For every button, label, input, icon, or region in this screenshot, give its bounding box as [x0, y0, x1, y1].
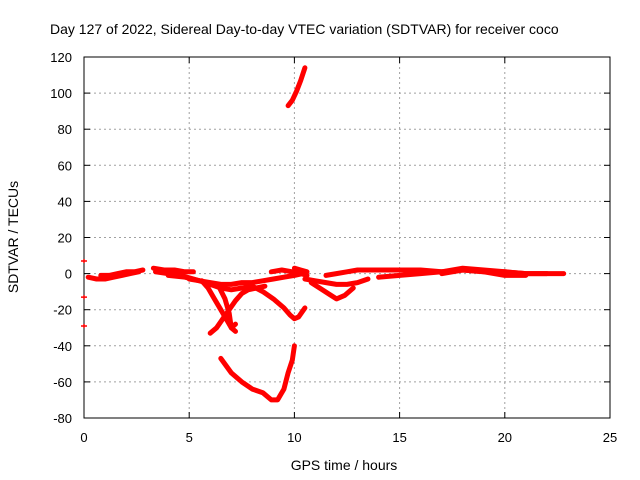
x-tick-label: 20 — [498, 430, 512, 445]
x-tick-label: 0 — [80, 430, 87, 445]
plot-frame — [83, 56, 611, 419]
data-point-marker — [81, 295, 87, 300]
data-point-marker — [81, 258, 87, 263]
y-tick-label: 20 — [58, 231, 72, 246]
series-arc-10 — [218, 343, 297, 403]
y-tick-label: 60 — [58, 158, 72, 173]
y-tick-label: 0 — [65, 267, 72, 282]
series-arc-3 — [150, 265, 196, 275]
chart-title: Day 127 of 2022, Sidereal Day-to-day VTE… — [50, 21, 559, 37]
y-tick-label: -20 — [53, 303, 72, 318]
series-layer — [85, 65, 567, 403]
y-ticks: -80 -60 -40 -20 0 20 40 60 80 100 120 — [50, 50, 610, 426]
marker-layer — [81, 258, 87, 328]
x-tick-label: 10 — [287, 430, 301, 445]
x-axis-label: GPS time / hours — [291, 457, 398, 473]
series-arc-14 — [302, 276, 371, 287]
y-tick-label: 80 — [58, 122, 72, 137]
series-arc-15 — [308, 280, 356, 302]
x-tick-label: 25 — [603, 430, 617, 445]
series-arc-2 — [98, 267, 146, 278]
x-tick-label: 15 — [392, 430, 406, 445]
y-tick-label: -80 — [53, 411, 72, 426]
x-ticks: 0 5 10 15 20 25 — [80, 57, 617, 445]
y-tick-label: -40 — [53, 339, 72, 354]
y-axis-label: SDTVAR / TECUs — [5, 181, 21, 293]
series-arc-13 — [291, 265, 310, 275]
y-tick-label: 40 — [58, 194, 72, 209]
y-tick-label: 120 — [50, 50, 72, 65]
series-arc-11 — [285, 65, 308, 109]
series-arc-18 — [439, 267, 529, 278]
y-tick-label: -60 — [53, 375, 72, 390]
data-point-marker — [81, 323, 87, 328]
x-tick-label: 5 — [186, 430, 193, 445]
series-arc-7 — [207, 283, 268, 336]
series-arc-9 — [216, 283, 238, 334]
y-tick-label: 100 — [50, 86, 72, 101]
series-arc-12 — [268, 267, 310, 278]
grid-layer — [84, 57, 610, 418]
